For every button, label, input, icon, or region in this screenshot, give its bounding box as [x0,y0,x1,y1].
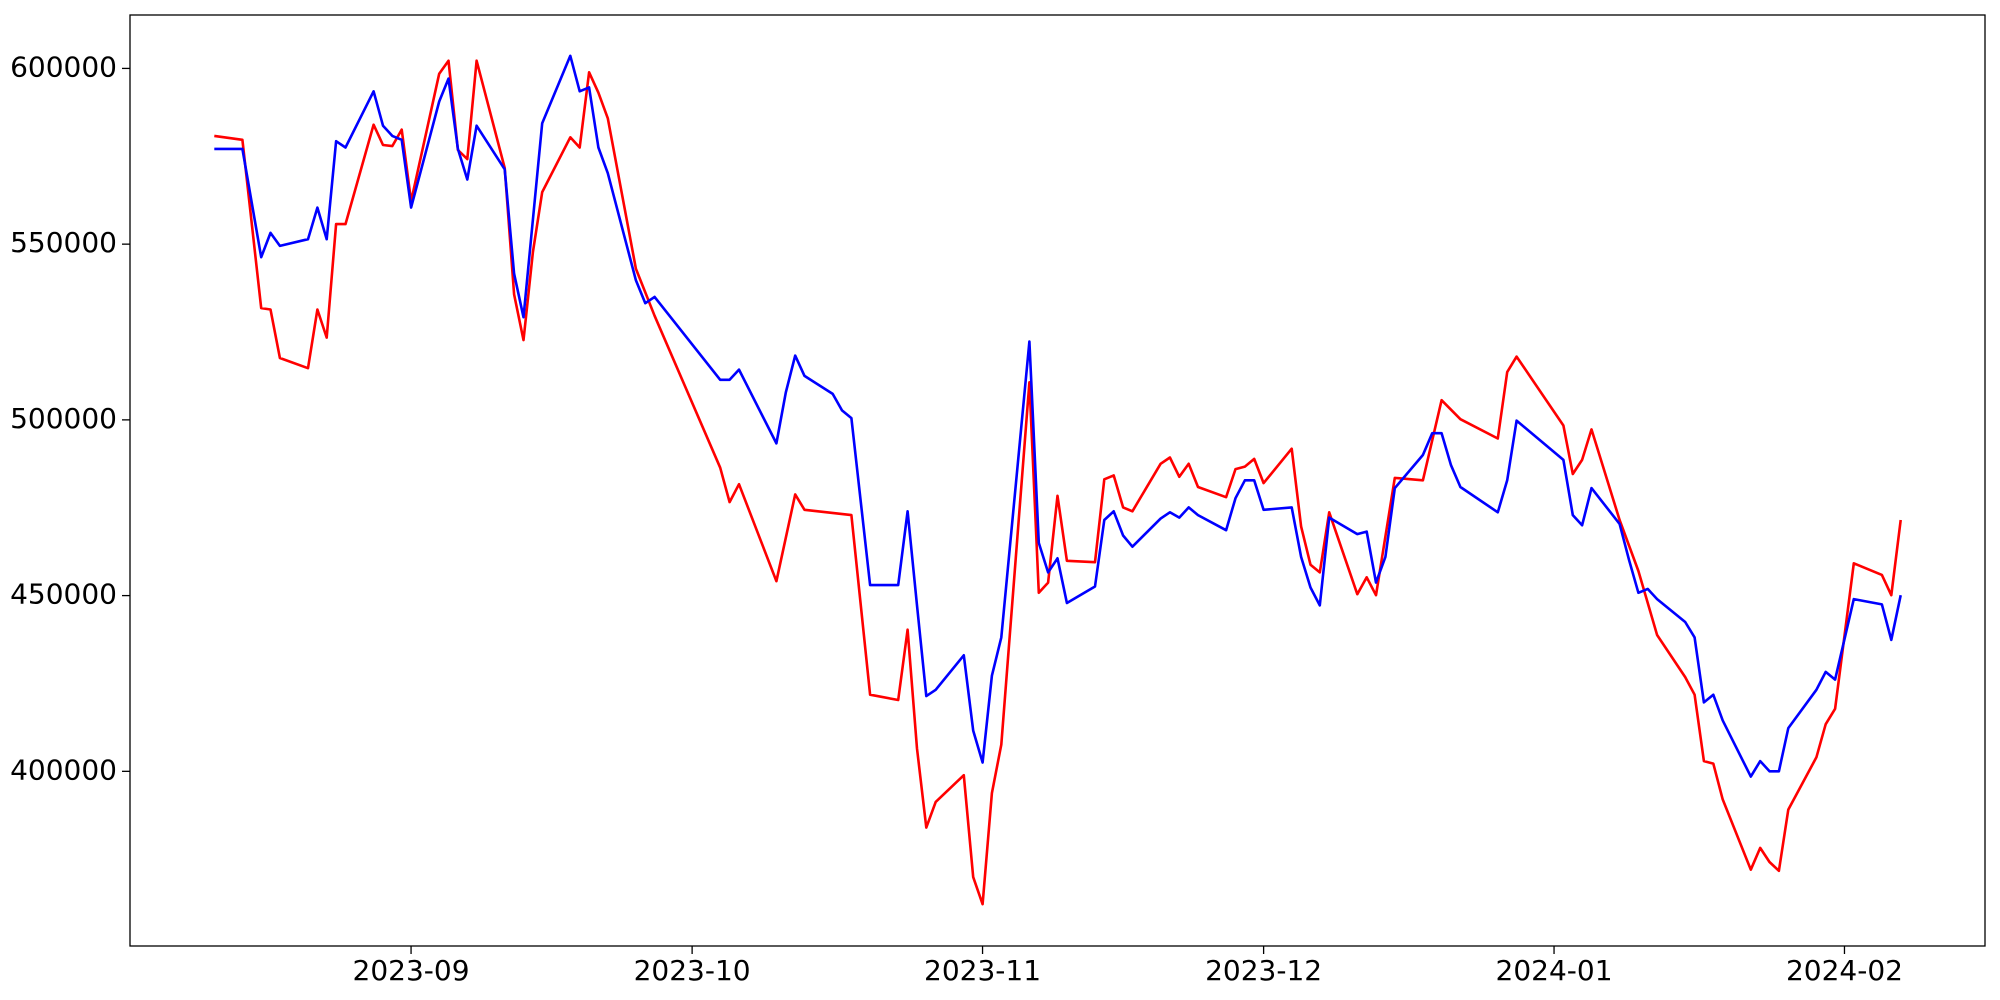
x-tick-label: 2023-10 [634,954,751,987]
series-line [214,59,1902,906]
y-tick-label: 500000 [10,402,117,435]
x-tick-label: 2024-01 [1496,954,1613,987]
x-tick-label: 2023-11 [924,954,1041,987]
y-tick-label: 400000 [10,753,117,786]
y-tick-label: 600000 [10,50,117,83]
x-tick-label: 2024-02 [1786,954,1903,987]
series-line [214,54,1902,778]
x-tick-label: 2023-09 [353,954,470,987]
y-tick-label: 450000 [10,578,117,611]
x-tick-label: 2023-12 [1205,954,1322,987]
y-tick-label: 550000 [10,226,117,259]
plot-frame [129,14,1986,947]
